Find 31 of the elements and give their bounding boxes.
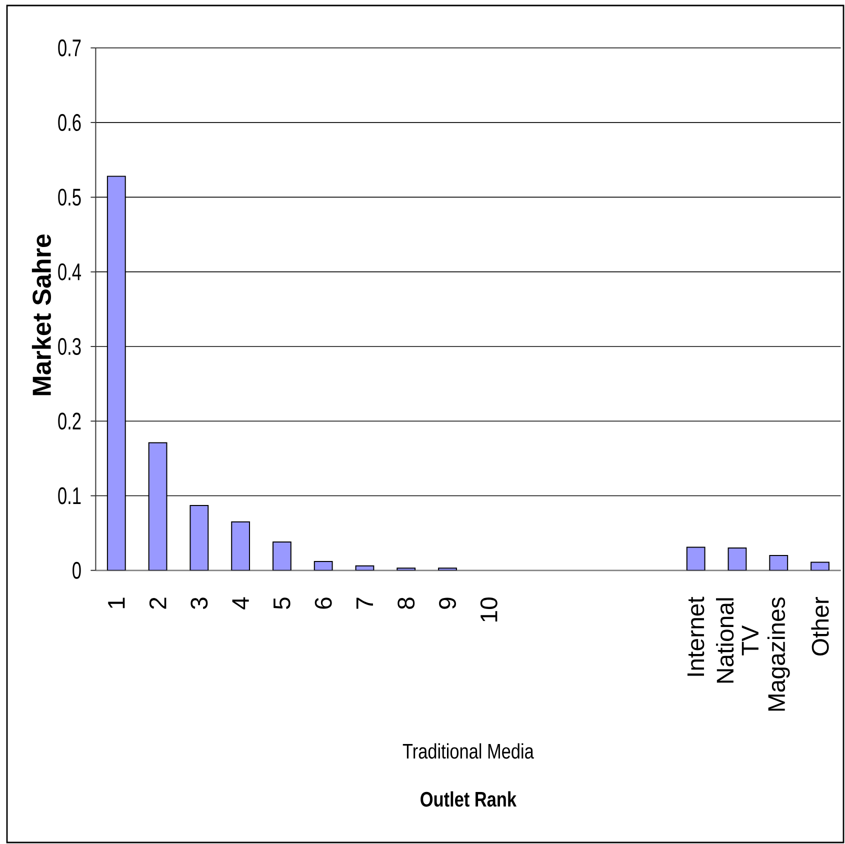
- x-tick-label: 2: [149, 598, 166, 609]
- x-tick-label: 8: [398, 598, 415, 609]
- bar: [190, 504, 209, 570]
- x-tick-label: 3: [190, 598, 208, 610]
- bar: [106, 176, 126, 570]
- x-tick-label: Other: [811, 597, 829, 656]
- y-tick-label: 0: [72, 562, 81, 579]
- bar: [148, 442, 168, 570]
- x-tick-label: 10: [480, 598, 498, 622]
- bar: [272, 542, 292, 570]
- y-tick-label: 0.5: [58, 188, 81, 206]
- y-tick-label: 0.7: [58, 39, 81, 56]
- x-tick-label: National TV: [716, 598, 758, 683]
- x-tick-label: 7: [356, 598, 373, 609]
- x-tick-label: 4: [232, 597, 249, 610]
- y-tick-label: 0.6: [58, 114, 81, 132]
- x-tick-label: 5: [274, 598, 290, 609]
- y-tick-label: 0.3: [58, 338, 81, 355]
- text: Traditional Media: [402, 743, 534, 759]
- y-tick-label: 0.1: [58, 487, 81, 504]
- x-tick-label: 1: [108, 598, 125, 608]
- text: Outlet Rank: [420, 791, 517, 807]
- y-axis-title: Market Sahre: [32, 234, 52, 396]
- bar: [686, 546, 706, 570]
- x-tick-label: Internet: [687, 596, 704, 676]
- x-tick-label: Magazines: [767, 597, 790, 711]
- y-tick-label: 0.4: [58, 263, 82, 280]
- y-tick-label: 0.2: [58, 412, 81, 430]
- x-tick-label: 9: [439, 598, 456, 609]
- x-tick-label: 6: [314, 598, 332, 609]
- bar: [231, 521, 250, 570]
